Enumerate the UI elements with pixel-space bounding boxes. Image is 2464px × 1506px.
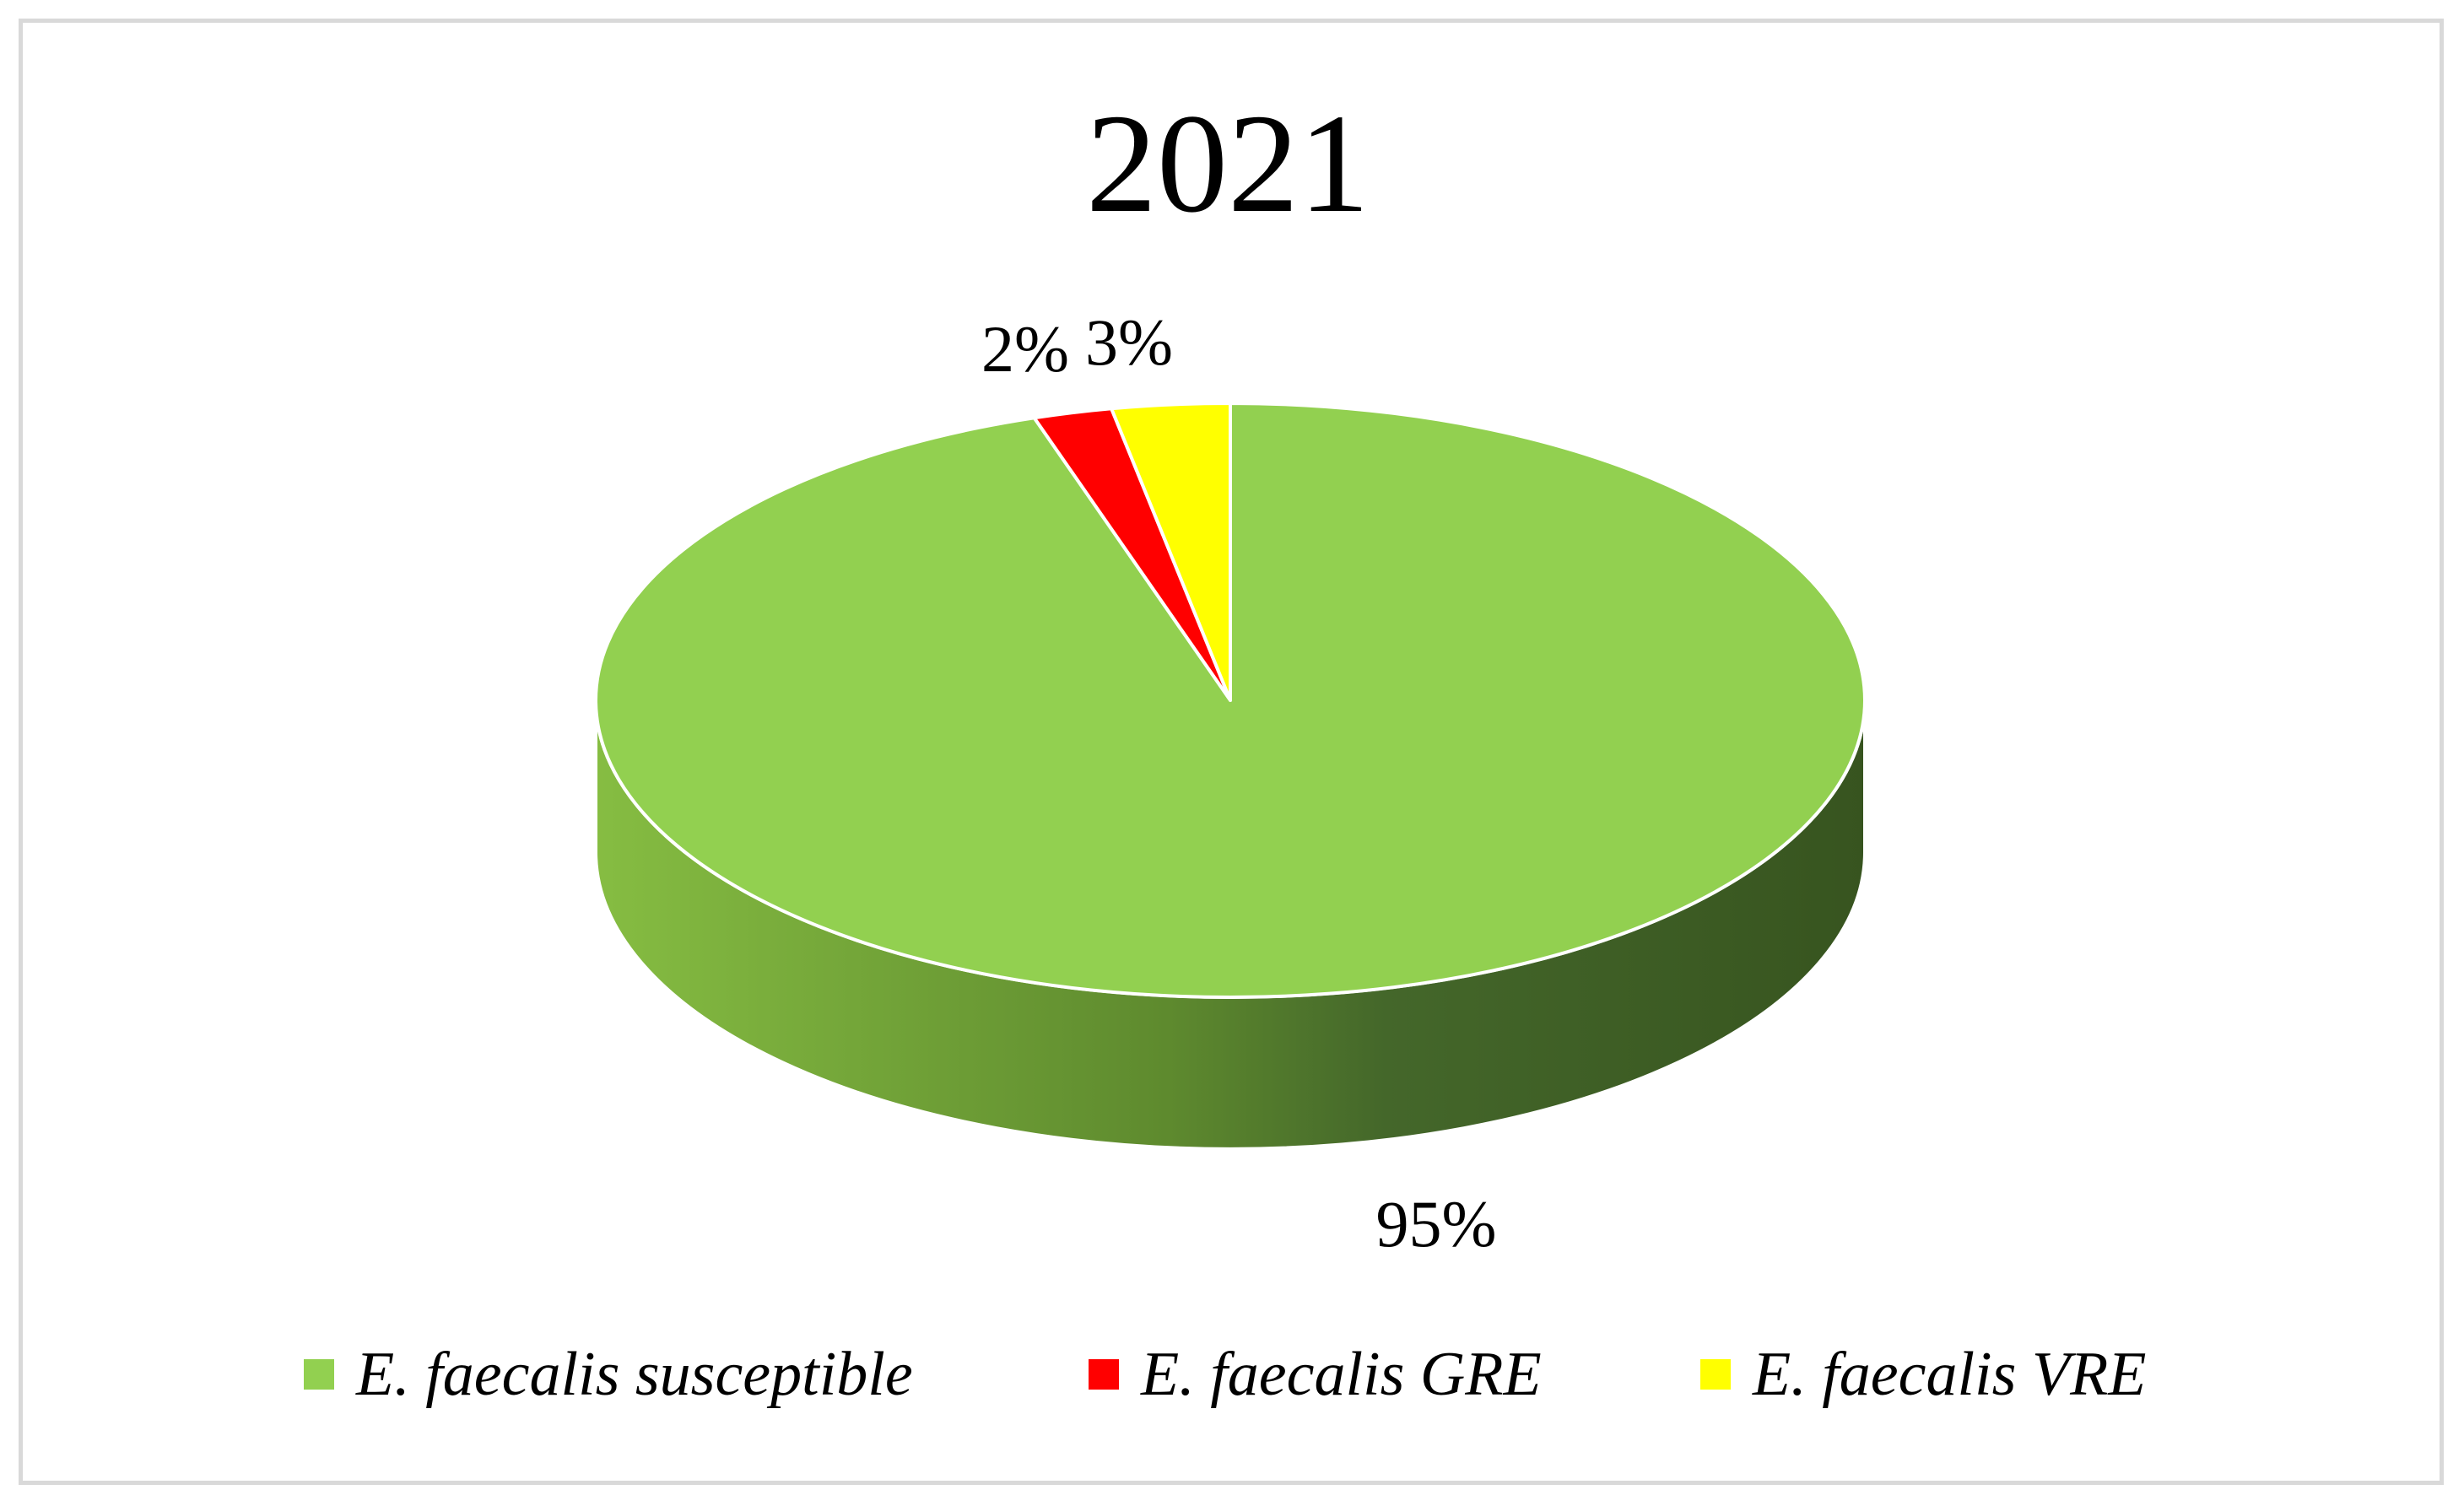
legend-swatch-2 (1089, 1359, 1119, 1390)
legend-label-3: E. faecalis VRE (1752, 1340, 2146, 1409)
data-label-1: 95% (1376, 1187, 1497, 1260)
data-label-2: 2% (981, 312, 1069, 386)
legend-label-2: E. faecalis GRE (1140, 1340, 1542, 1409)
legend-label-1: E. faecalis susceptible (355, 1340, 913, 1409)
data-labels: 95% 2% 3% (981, 305, 1496, 1260)
data-label-3: 3% (1085, 305, 1173, 379)
legend-swatch-3 (1700, 1359, 1731, 1390)
legend: E. faecalis susceptible E. faecalis GRE E.… (304, 1340, 2146, 1409)
pie-slice-3 (1110, 402, 1232, 702)
pie-slices (594, 402, 1867, 999)
legend-swatch-1 (304, 1359, 334, 1390)
chart-title: 2021 (1086, 85, 1370, 242)
